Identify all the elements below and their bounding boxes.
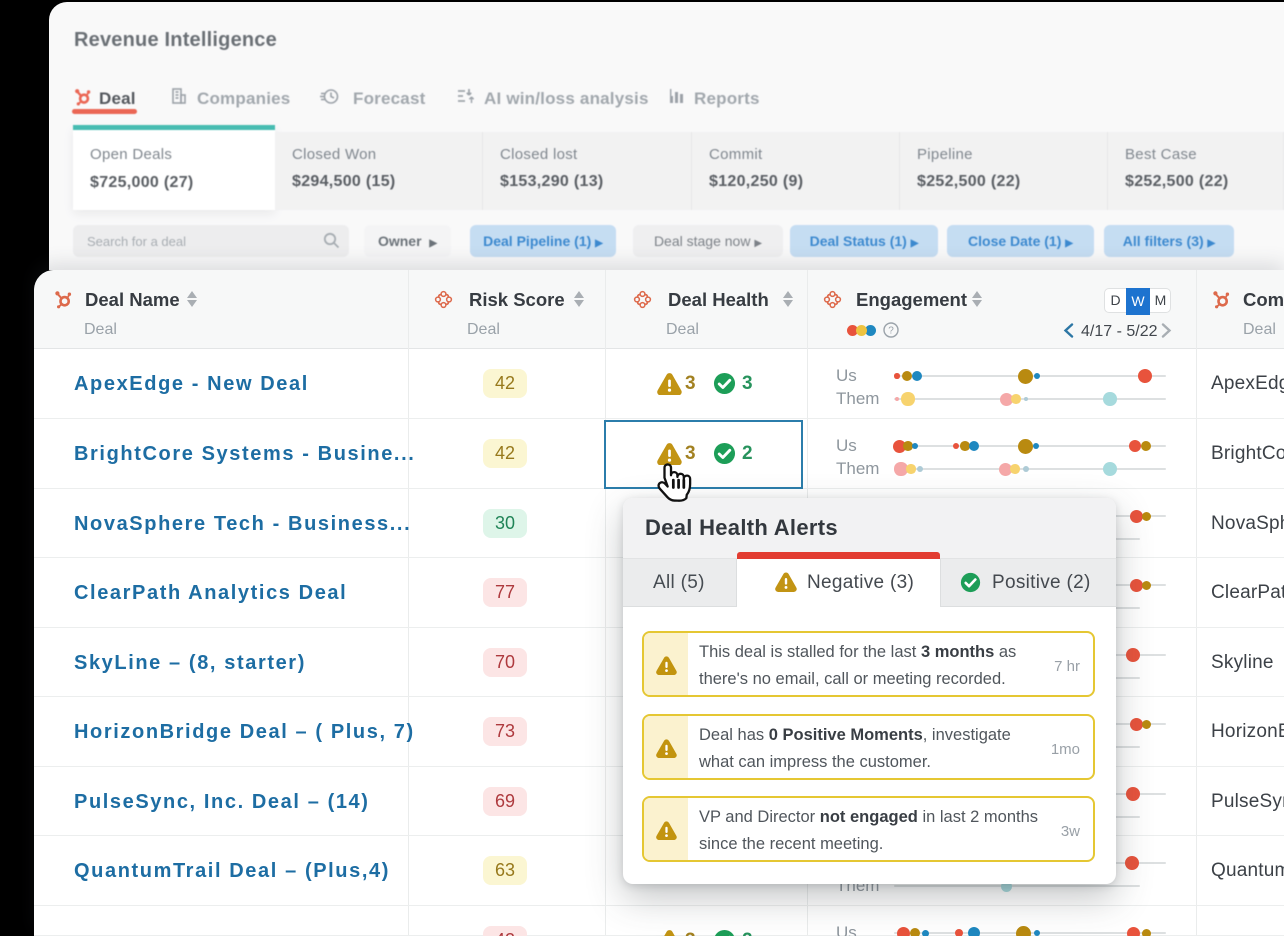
svg-text:?: ? bbox=[888, 325, 894, 336]
